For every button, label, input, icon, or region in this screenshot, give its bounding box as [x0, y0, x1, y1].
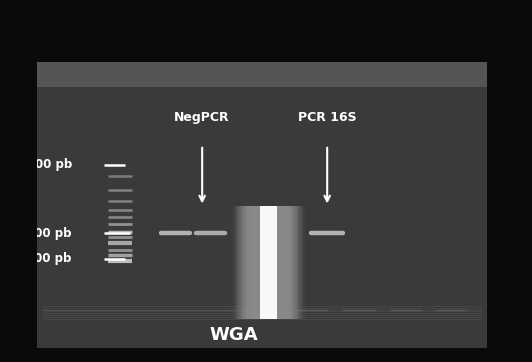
- Text: WGA: WGA: [210, 326, 259, 344]
- Bar: [249, 206, 288, 319]
- Bar: [251, 206, 287, 319]
- Bar: [246, 206, 292, 319]
- Bar: [260, 206, 277, 319]
- Bar: [244, 206, 293, 319]
- Bar: [237, 206, 300, 319]
- Bar: [231, 206, 306, 319]
- Bar: [242, 206, 295, 319]
- Bar: [234, 206, 303, 319]
- Bar: [259, 206, 279, 319]
- Bar: [487, 0, 532, 362]
- Text: PCR 16S: PCR 16S: [298, 111, 356, 124]
- Bar: [0, 0, 37, 362]
- Text: NegPCR: NegPCR: [174, 111, 230, 124]
- Bar: [255, 206, 282, 319]
- Bar: [37, 62, 487, 87]
- Bar: [37, 87, 487, 348]
- Text: 1500 pb: 1500 pb: [18, 227, 72, 240]
- Text: 100 pb: 100 pb: [27, 158, 72, 171]
- Text: 3000 pb: 3000 pb: [19, 252, 72, 265]
- Bar: [254, 206, 284, 319]
- Bar: [239, 206, 298, 319]
- Bar: [232, 206, 305, 319]
- Bar: [236, 206, 302, 319]
- Bar: [257, 206, 280, 319]
- Bar: [240, 206, 297, 319]
- Bar: [252, 206, 285, 319]
- Bar: [247, 206, 290, 319]
